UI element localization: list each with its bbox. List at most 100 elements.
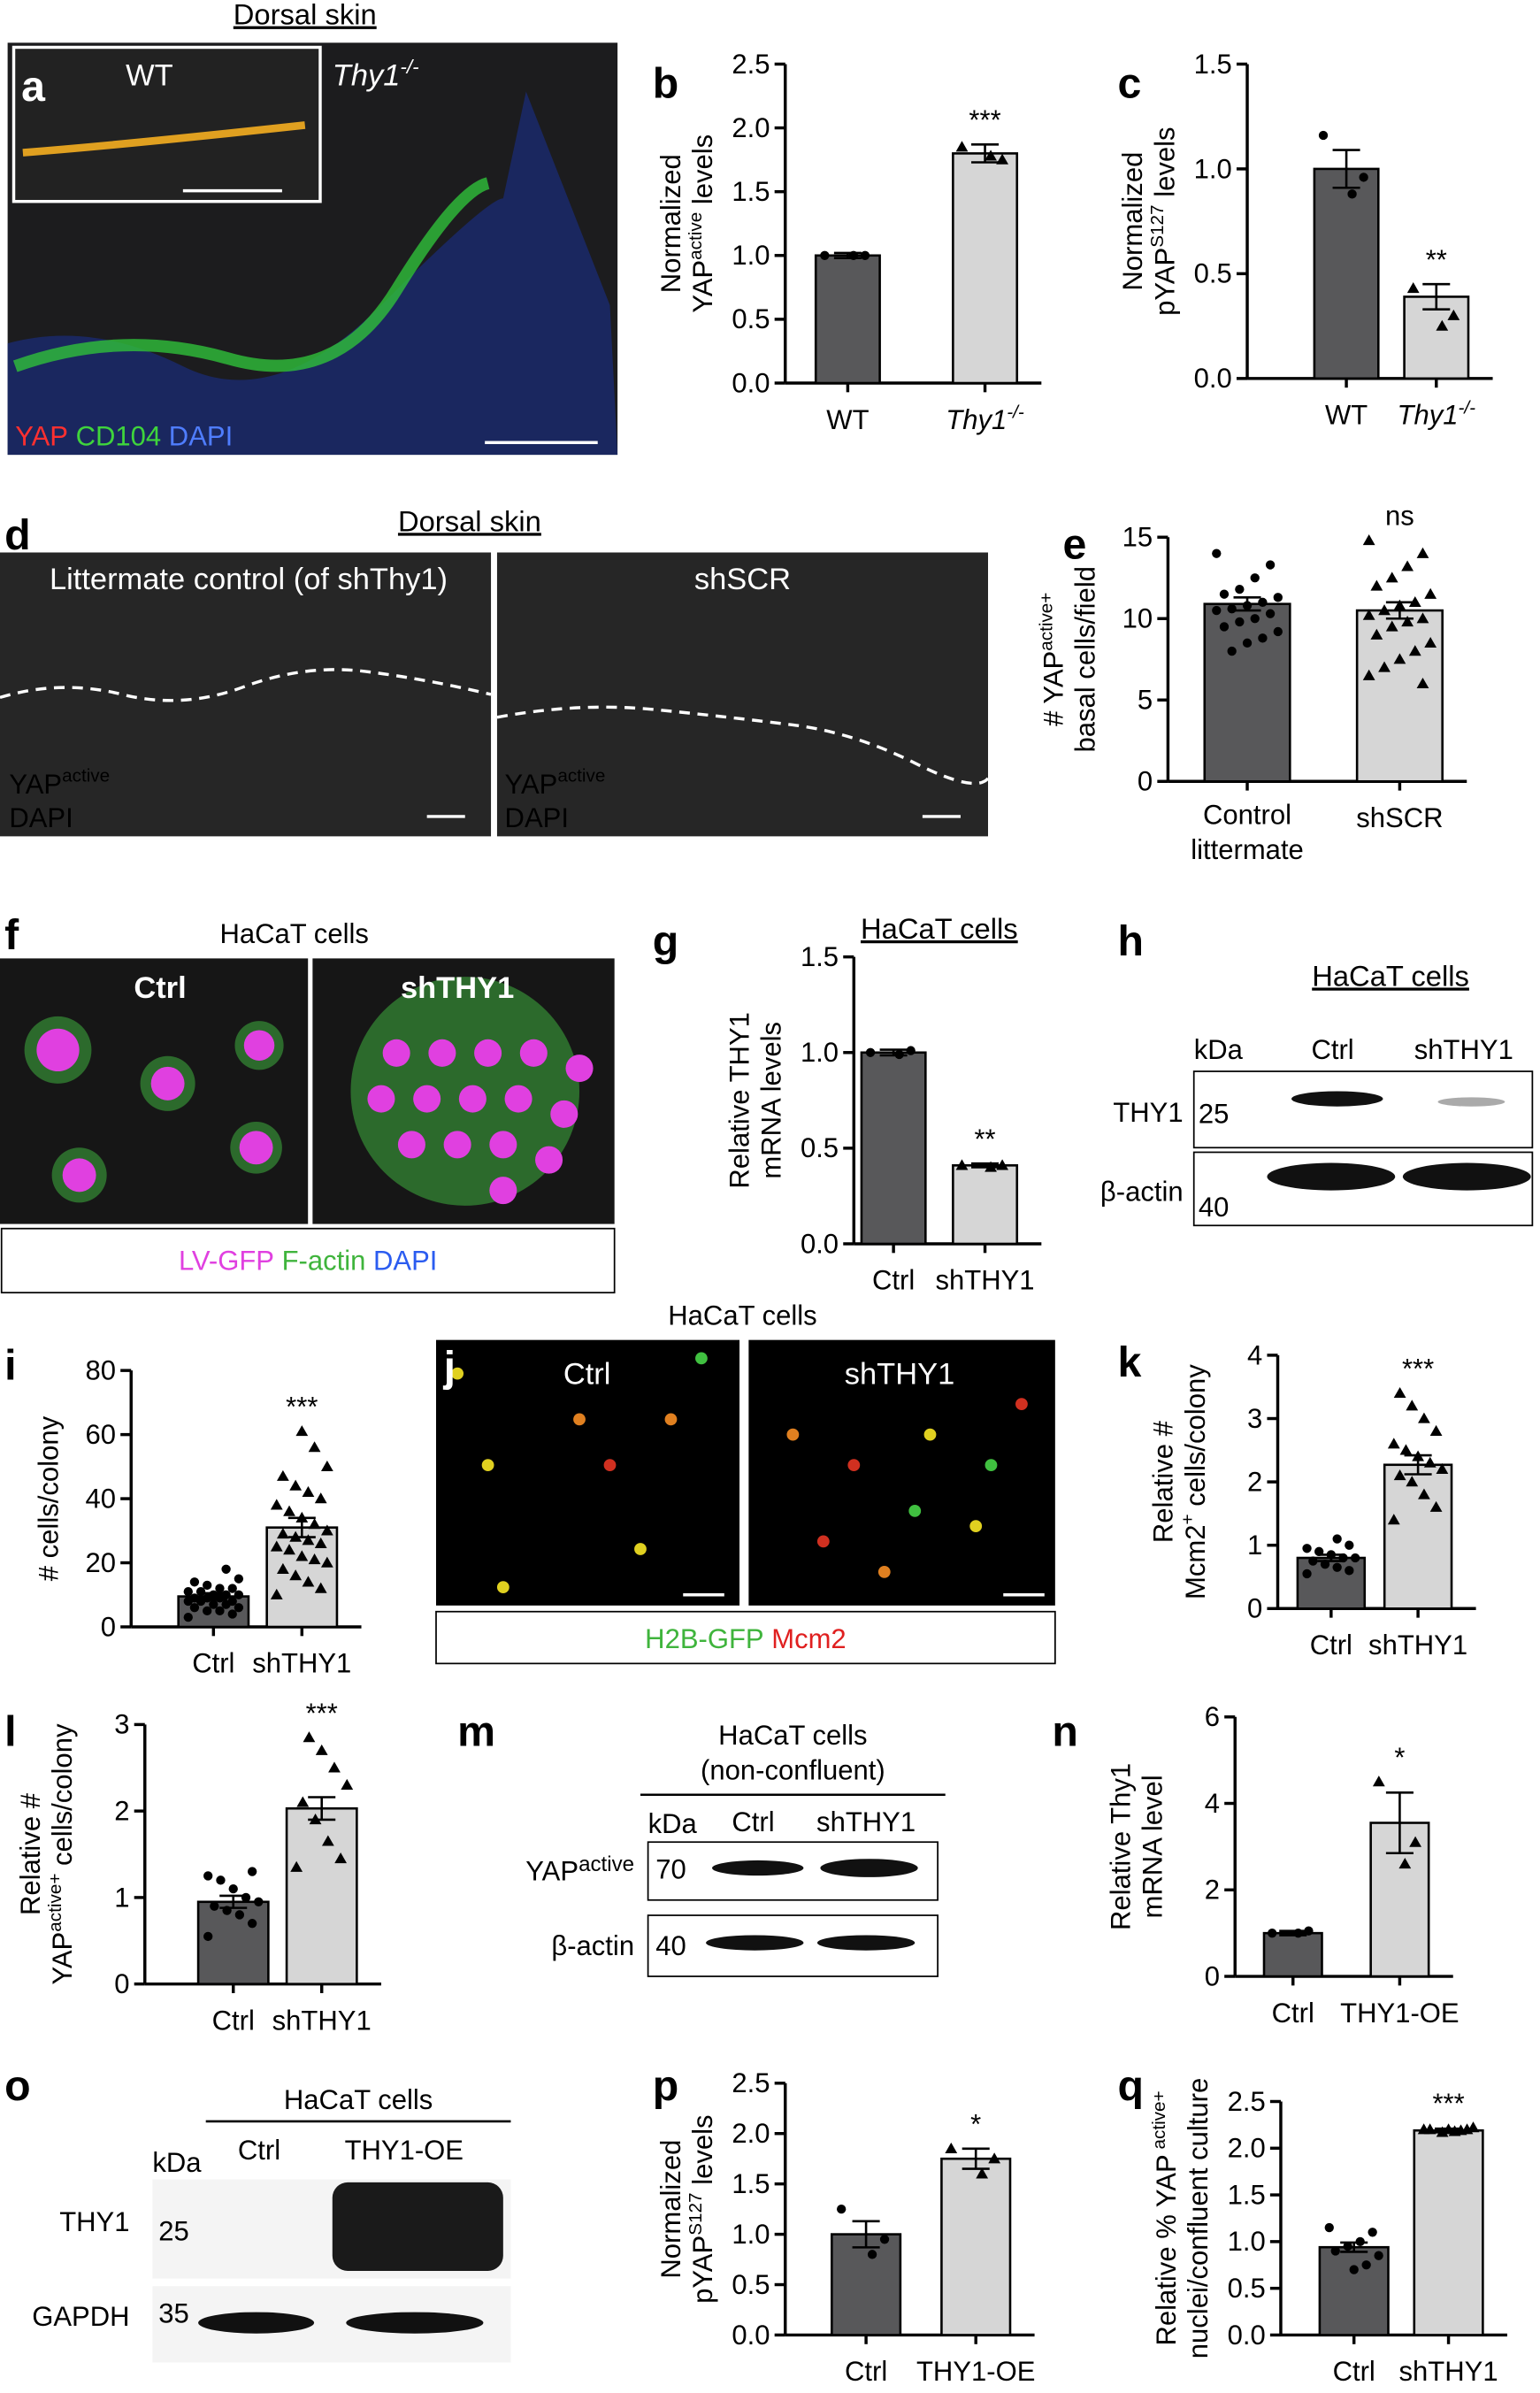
chart-title: HaCaT cells	[861, 912, 1018, 945]
bar	[940, 2157, 1012, 2336]
data-point	[985, 1161, 997, 1172]
band	[198, 2312, 315, 2334]
y-axis-label: # cells/colony	[34, 1415, 65, 1581]
y-tick-label: 2.5	[732, 49, 770, 80]
significance: *	[970, 2109, 981, 2140]
label-part: Relative #	[15, 1792, 46, 1915]
data-point	[1399, 1444, 1413, 1455]
data-point	[1378, 604, 1391, 616]
data-point	[203, 1606, 212, 1616]
data-point	[314, 1582, 327, 1593]
data-point	[283, 1505, 295, 1516]
data-point	[1467, 2121, 1480, 2133]
data-point	[1387, 1438, 1400, 1449]
significance: **	[1426, 244, 1447, 275]
x-tick-label: Control	[1203, 800, 1291, 831]
y-tick-label: 1.0	[732, 2219, 770, 2250]
y-tick-label: 0	[114, 1968, 129, 1999]
kda-label: kDa	[152, 2147, 202, 2178]
data-point	[1362, 609, 1375, 620]
data-point	[1409, 1836, 1421, 1847]
data-point	[302, 1485, 315, 1498]
label-part: Relative % YAP	[1151, 2154, 1182, 2345]
data-point	[1347, 189, 1357, 199]
micrograph	[435, 1339, 740, 1606]
data-point	[955, 141, 969, 152]
y-tick-label: 6	[1205, 1701, 1220, 1732]
data-point	[295, 1511, 309, 1522]
label-part: -/-	[1007, 403, 1024, 423]
label-part: # YAP	[1038, 651, 1069, 726]
data-point	[1378, 661, 1391, 672]
data-point	[1235, 584, 1245, 594]
bar	[196, 1900, 270, 1985]
data-point	[1424, 636, 1437, 648]
data-point	[309, 1814, 322, 1825]
label-part: pYAP	[687, 2236, 718, 2304]
data-point	[1408, 595, 1421, 608]
data-point	[227, 1609, 237, 1619]
data-point	[1355, 2236, 1365, 2247]
data-point	[1408, 645, 1421, 656]
lane-label: Ctrl	[732, 1806, 774, 1837]
panel-title: Dorsal skin	[234, 0, 377, 31]
image-label: Ctrl	[563, 1358, 611, 1392]
y-tick-label: 1.0	[1228, 2226, 1266, 2257]
label-part: Relative THY1	[724, 1012, 755, 1189]
band	[332, 2182, 503, 2271]
data-point	[1436, 319, 1449, 331]
significance: ***	[306, 1698, 338, 1729]
y-tick-label: 1.5	[732, 176, 770, 207]
label-part: Thy1	[333, 59, 401, 93]
panel-letter: p	[653, 2062, 678, 2110]
data-point	[1406, 1400, 1419, 1411]
data-point	[270, 1588, 283, 1599]
data-point	[1318, 130, 1329, 141]
y-tick-label: 10	[1122, 603, 1153, 634]
data-point	[1265, 609, 1276, 618]
data-point	[1370, 628, 1383, 640]
y-axis-label: YAPactive+ cells/colony	[45, 1723, 78, 1985]
label-part: Normalized	[655, 2140, 686, 2279]
data-point	[894, 1049, 904, 1060]
y-axis-label: Relative #	[1148, 1420, 1179, 1543]
label-part: basal cells/field	[1070, 566, 1101, 753]
stain-label: YAPactive	[505, 765, 606, 800]
data-point	[1330, 2246, 1340, 2256]
panel-letter: i	[4, 1341, 16, 1389]
data-point	[865, 1047, 876, 1057]
blot-label: YAPactive	[525, 1852, 634, 1886]
panel-letter: o	[4, 2062, 30, 2110]
panel-letter: f	[4, 911, 19, 959]
data-point	[955, 1159, 969, 1170]
label-part: YAP	[9, 769, 62, 800]
legend-box	[0, 1227, 616, 1294]
legend-item: Mcm2	[764, 1623, 847, 1654]
nuclei	[451, 1352, 1028, 1594]
legend-item: F-actin	[274, 1245, 365, 1276]
x-tick-label: shTHY1	[1368, 1630, 1467, 1661]
tissue	[12, 177, 490, 372]
data-point	[222, 1906, 232, 1915]
kda-value: 25	[1199, 1099, 1230, 1130]
data-point	[270, 1499, 283, 1510]
x-tick-label: Ctrl	[1333, 2356, 1375, 2387]
significance: ***	[1402, 1354, 1434, 1384]
data-point	[1416, 547, 1429, 558]
x-tick-label: WT	[1325, 400, 1368, 431]
y-tick-label: 4	[1205, 1788, 1220, 1819]
band	[1437, 1097, 1506, 1107]
bar	[1369, 1822, 1430, 1978]
band	[1267, 1162, 1396, 1191]
legend-item: YAP	[15, 421, 68, 452]
significance: ***	[286, 1392, 318, 1423]
y-tick-label: 5	[1138, 685, 1153, 716]
stain-label: DAPI	[9, 802, 73, 833]
data-point	[1398, 1858, 1412, 1869]
image-label: shTHY1	[401, 971, 514, 1005]
stain-legend: H2B-GFP Mcm2	[645, 1623, 847, 1654]
data-point	[1418, 1412, 1430, 1423]
label-part: S127	[686, 2192, 706, 2235]
y-axis-label: Mcm2+ cells/colony	[1178, 1364, 1211, 1599]
lane-label: Ctrl	[238, 2135, 280, 2166]
